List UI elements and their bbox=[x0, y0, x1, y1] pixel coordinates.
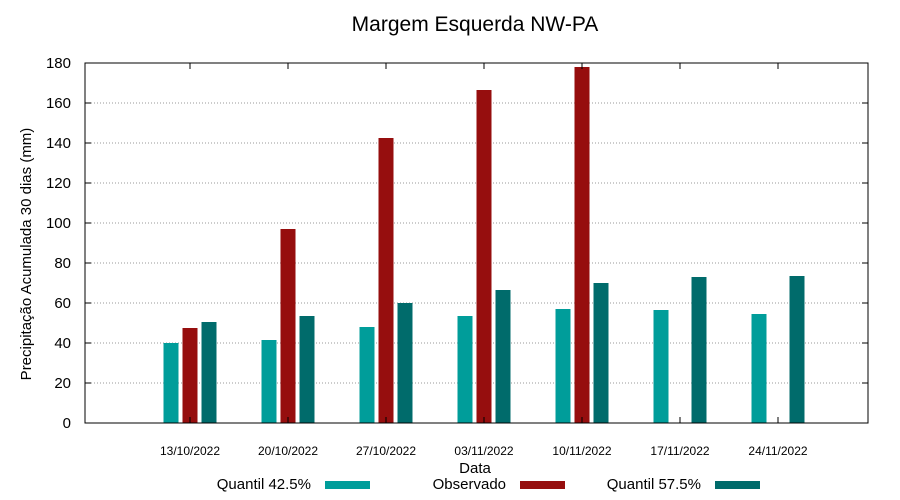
bar bbox=[457, 316, 473, 423]
y-tick-label: 180 bbox=[46, 55, 71, 72]
bar bbox=[555, 309, 571, 423]
x-tick-label: 20/10/2022 bbox=[258, 444, 318, 458]
legend: Quantil 42.5% Observado Quantil 57.5% bbox=[217, 476, 760, 493]
chart-title: Margem Esquerda NW-PA bbox=[352, 13, 599, 36]
x-tick-label: 17/11/2022 bbox=[650, 444, 709, 458]
bar bbox=[476, 90, 492, 423]
legend-label: Quantil 42.5% bbox=[217, 476, 311, 493]
bar bbox=[299, 316, 315, 423]
x-axis-ticks: 13/10/2022 20/10/2022 27/10/2022 03/11/2022… bbox=[160, 63, 808, 458]
legend-swatch bbox=[520, 481, 565, 489]
legend-label: Quantil 57.5% bbox=[607, 476, 701, 493]
bar bbox=[593, 283, 609, 423]
bar bbox=[163, 343, 179, 423]
y-tick-label: 140 bbox=[46, 135, 71, 152]
x-axis-label: Data bbox=[459, 460, 491, 477]
bar bbox=[261, 340, 277, 423]
y-axis-label: Precipitação Acumulada 30 dias (mm) bbox=[18, 128, 35, 381]
bar bbox=[574, 67, 590, 423]
bar bbox=[359, 327, 375, 423]
x-tick-label: 03/11/2022 bbox=[454, 444, 513, 458]
bar bbox=[789, 276, 805, 423]
bar bbox=[280, 229, 296, 423]
bar bbox=[378, 138, 394, 423]
y-tick-label: 40 bbox=[54, 335, 71, 352]
bar bbox=[495, 290, 511, 423]
bar bbox=[182, 328, 198, 423]
bars bbox=[163, 67, 805, 423]
y-tick-label: 100 bbox=[46, 215, 71, 232]
bar bbox=[201, 322, 217, 423]
x-tick-label: 13/10/2022 bbox=[160, 444, 220, 458]
x-tick-label: 27/10/2022 bbox=[356, 444, 416, 458]
y-tick-label: 120 bbox=[46, 175, 71, 192]
legend-swatch bbox=[325, 481, 370, 489]
plot-frame bbox=[84, 62, 869, 424]
legend-swatch bbox=[715, 481, 760, 489]
y-tick-label: 80 bbox=[54, 255, 71, 272]
bar bbox=[691, 277, 707, 423]
bar bbox=[653, 310, 669, 423]
y-tick-label: 160 bbox=[46, 95, 71, 112]
y-tick-label: 0 bbox=[63, 415, 71, 432]
bar bbox=[397, 303, 413, 423]
bar bbox=[751, 314, 767, 423]
x-tick-label: 24/11/2022 bbox=[748, 444, 807, 458]
legend-label: Observado bbox=[433, 476, 506, 493]
x-tick-label: 10/11/2022 bbox=[552, 444, 611, 458]
y-axis-ticks: 0 20 40 60 80 100 120 140 160 180 bbox=[46, 55, 868, 432]
y-tick-label: 60 bbox=[54, 295, 71, 312]
y-tick-label: 20 bbox=[54, 375, 71, 392]
